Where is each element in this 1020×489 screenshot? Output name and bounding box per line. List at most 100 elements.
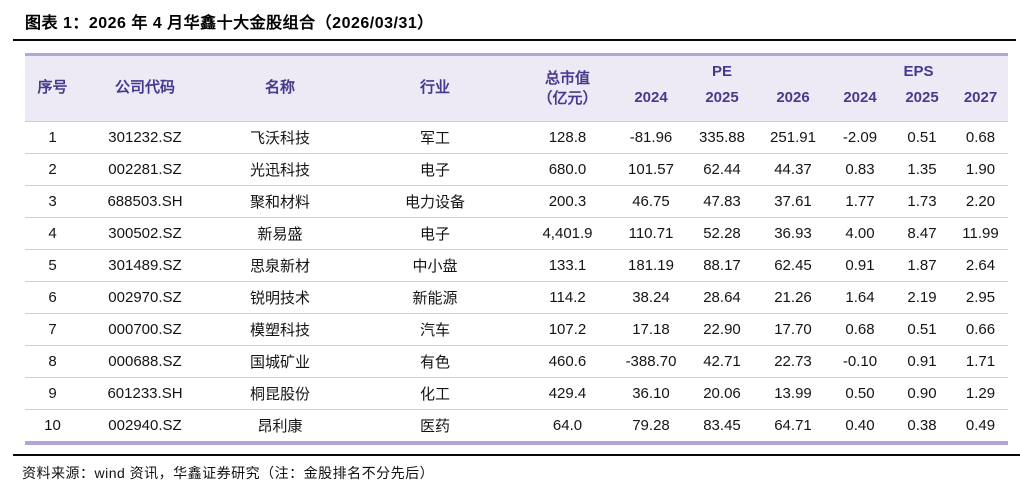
table-cell: 42.71 <box>687 345 757 378</box>
table-cell: 4.00 <box>829 217 891 250</box>
table-cell: 中小盘 <box>350 249 520 282</box>
table-cell: 0.38 <box>891 409 953 443</box>
table-cell: 114.2 <box>520 281 615 314</box>
table-row: 2 002281.SZ 光迅科技 电子 680.0 101.57 62.44 44.37 0.8… <box>25 153 1009 186</box>
table-cell: 锐明技术 <box>210 281 350 314</box>
table-cell: 335.88 <box>687 121 757 154</box>
table-cell: 聚和材料 <box>210 185 350 218</box>
table-cell: 301232.SZ <box>80 121 210 154</box>
table-cell: 汽车 <box>350 313 520 346</box>
table-cell: 1.64 <box>829 281 891 314</box>
table-cell: 0.91 <box>829 249 891 282</box>
table-cell: 251.91 <box>757 121 829 154</box>
table-cell: 思泉新材 <box>210 249 350 282</box>
table-row: 5 301489.SZ 思泉新材 中小盘 133.1 181.19 88.17 62.45 0.… <box>25 249 1009 282</box>
table-cell: -0.10 <box>829 345 891 378</box>
table-cell: -388.70 <box>615 345 687 378</box>
table-cell: 64.0 <box>520 409 615 443</box>
col-header-eps-2024: 2024 <box>829 89 891 122</box>
table-cell: 8.47 <box>891 217 953 250</box>
footer-divider <box>13 454 1020 456</box>
golden-stocks-table: 序号 公司代码 名称 行业 总市值 （亿元） PE EPS 2024 2025 … <box>25 53 1009 445</box>
table-cell: 301489.SZ <box>80 249 210 282</box>
table-cell: 21.26 <box>757 281 829 314</box>
table-cell: 000700.SZ <box>80 313 210 346</box>
table-cell: 36.93 <box>757 217 829 250</box>
table-cell: 79.28 <box>615 409 687 443</box>
col-header-code: 公司代码 <box>80 54 210 122</box>
table-cell: 133.1 <box>520 249 615 282</box>
table-cell: 28.64 <box>687 281 757 314</box>
table-cell: 电力设备 <box>350 185 520 218</box>
table-cell: 002970.SZ <box>80 281 210 314</box>
table-cell: 2.19 <box>891 281 953 314</box>
table-cell: 13.99 <box>757 377 829 410</box>
table-cell: 2.95 <box>953 281 1009 314</box>
source-note: 资料来源：wind 资讯，华鑫证券研究（注：金股排名不分先后） <box>22 465 435 481</box>
col-header-marketcap-line2: （亿元） <box>537 89 598 107</box>
table-cell: 107.2 <box>520 313 615 346</box>
table-cell: 7 <box>25 313 80 346</box>
table-cell: 000688.SZ <box>80 345 210 378</box>
table-row: 3 688503.SH 聚和材料 电力设备 200.3 46.75 47.83 37.61 1.… <box>25 185 1009 218</box>
table-cell: 17.18 <box>615 313 687 346</box>
table-cell: 国城矿业 <box>210 345 350 378</box>
table-cell: 101.57 <box>615 153 687 186</box>
table-cell: 模塑科技 <box>210 313 350 346</box>
table-cell: 有色 <box>350 345 520 378</box>
table-cell: 110.71 <box>615 217 687 250</box>
table-row: 8 000688.SZ 国城矿业 有色 460.6 -388.70 42.71 22.73 -0… <box>25 345 1009 378</box>
table-cell: 83.45 <box>687 409 757 443</box>
table-cell: 医药 <box>350 409 520 443</box>
group-header-pe: PE <box>615 54 829 89</box>
table-cell: 181.19 <box>615 249 687 282</box>
table-cell: 0.90 <box>891 377 953 410</box>
table-cell: 460.6 <box>520 345 615 378</box>
table-cell: 新能源 <box>350 281 520 314</box>
table-cell: 4 <box>25 217 80 250</box>
group-header-eps: EPS <box>829 54 1009 89</box>
table-cell: 1.29 <box>953 377 1009 410</box>
table-cell: 680.0 <box>520 153 615 186</box>
table-cell: 军工 <box>350 121 520 154</box>
table-cell: 36.10 <box>615 377 687 410</box>
col-header-marketcap: 总市值 （亿元） <box>520 54 615 122</box>
col-header-eps-2025: 2025 <box>891 89 953 122</box>
table-cell: 0.40 <box>829 409 891 443</box>
table-cell: 17.70 <box>757 313 829 346</box>
table-row: 9 601233.SH 桐昆股份 化工 429.4 36.10 20.06 13.99 0.50… <box>25 377 1009 410</box>
col-header-industry: 行业 <box>350 54 520 122</box>
table-cell: -81.96 <box>615 121 687 154</box>
table-cell: 10 <box>25 409 80 443</box>
table-row: 10 002940.SZ 昂利康 医药 64.0 79.28 83.45 64.71 0.40 0… <box>25 409 1009 443</box>
table-cell: 62.45 <box>757 249 829 282</box>
table-cell: 22.90 <box>687 313 757 346</box>
table-cell: 2.20 <box>953 185 1009 218</box>
table-cell: 62.44 <box>687 153 757 186</box>
table-row: 4 300502.SZ 新易盛 电子 4,401.9 110.71 52.28 36.93 4.… <box>25 217 1009 250</box>
table-cell: 2.64 <box>953 249 1009 282</box>
table-cell: 3 <box>25 185 80 218</box>
table-cell: 1.90 <box>953 153 1009 186</box>
table-row: 1 301232.SZ 飞沃科技 军工 128.8 -81.96 335.88 251.91-… <box>25 121 1009 154</box>
table-cell: 8 <box>25 345 80 378</box>
table-cell: 0.49 <box>953 409 1009 443</box>
table-cell: 88.17 <box>687 249 757 282</box>
table-cell: 0.83 <box>829 153 891 186</box>
table-cell: 飞沃科技 <box>210 121 350 154</box>
table-cell: 0.91 <box>891 345 953 378</box>
table-cell: 1.71 <box>953 345 1009 378</box>
table-cell: 0.68 <box>829 313 891 346</box>
table-cell: -2.09 <box>829 121 891 154</box>
table-cell: 688503.SH <box>80 185 210 218</box>
table-cell: 电子 <box>350 153 520 186</box>
table-row: 6 002970.SZ 锐明技术 新能源 114.2 38.24 28.64 21.26 1.6… <box>25 281 1009 314</box>
table-cell: 200.3 <box>520 185 615 218</box>
table-cell: 37.61 <box>757 185 829 218</box>
table-cell: 64.71 <box>757 409 829 443</box>
col-header-pe-2026: 2026 <box>757 89 829 122</box>
table-cell: 0.51 <box>891 121 953 154</box>
table-cell: 002281.SZ <box>80 153 210 186</box>
report-figure: 图表 1：2026 年 4 月华鑫十大金股组合（2026/03/31） 序号 公… <box>0 9 1020 489</box>
table-cell: 300502.SZ <box>80 217 210 250</box>
